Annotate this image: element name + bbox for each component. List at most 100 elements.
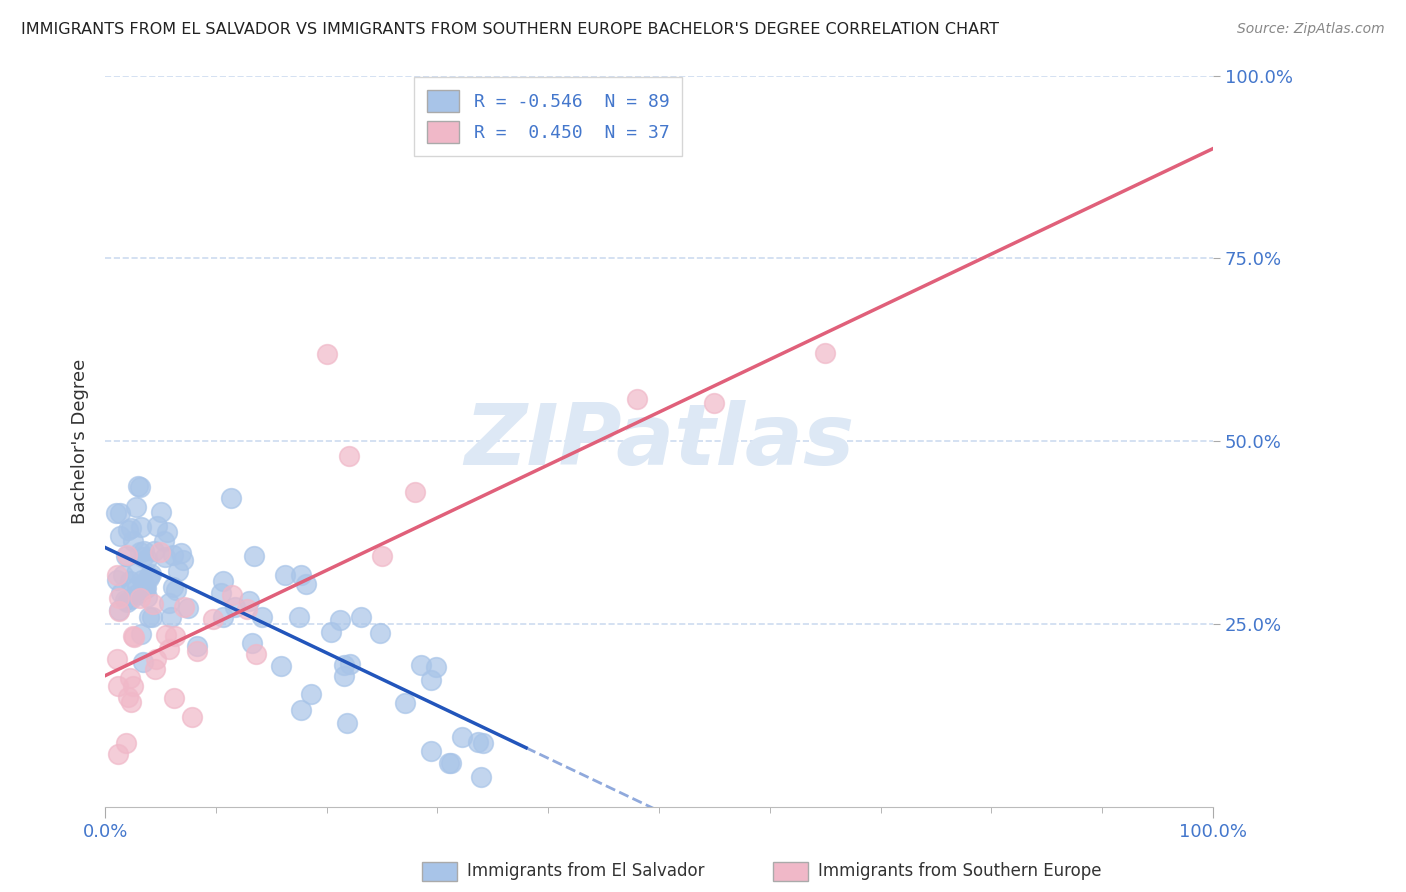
Point — [211, 610, 233, 624]
Point — [152, 533, 174, 548]
Point — [134, 581, 156, 595]
Point — [145, 652, 167, 666]
Point — [274, 568, 297, 582]
Point — [139, 566, 162, 581]
Point — [136, 590, 159, 604]
Point — [111, 567, 134, 582]
Point — [703, 396, 725, 410]
Point — [221, 588, 243, 602]
Point — [172, 553, 194, 567]
Point — [121, 679, 143, 693]
Legend: R = -0.546  N = 89, R =  0.450  N = 37: R = -0.546 N = 89, R = 0.450 N = 37 — [415, 78, 682, 155]
Point — [236, 602, 259, 616]
Point — [290, 568, 312, 582]
Point — [107, 747, 129, 761]
Point — [125, 587, 148, 601]
Point — [419, 744, 441, 758]
Point — [186, 639, 208, 653]
Point — [124, 500, 146, 515]
Point — [132, 549, 155, 564]
Point — [138, 569, 160, 583]
Y-axis label: Bachelor's Degree: Bachelor's Degree — [72, 359, 89, 524]
Point — [404, 484, 426, 499]
Point — [270, 659, 292, 673]
Point — [136, 552, 159, 566]
Point — [157, 596, 180, 610]
Point — [120, 695, 142, 709]
Text: ZIPatlas: ZIPatlas — [464, 400, 853, 483]
Point — [105, 506, 128, 520]
Point — [141, 610, 163, 624]
Point — [114, 592, 136, 607]
Point — [114, 736, 136, 750]
Point — [142, 597, 165, 611]
Point — [349, 610, 371, 624]
Point — [371, 549, 394, 563]
Text: Immigrants from El Salvador: Immigrants from El Salvador — [467, 863, 704, 880]
Point — [146, 518, 169, 533]
Point — [450, 730, 472, 744]
Text: IMMIGRANTS FROM EL SALVADOR VS IMMIGRANTS FROM SOUTHERN EUROPE BACHELOR'S DEGREE: IMMIGRANTS FROM EL SALVADOR VS IMMIGRANT… — [21, 22, 1000, 37]
Point — [411, 657, 433, 672]
Point — [129, 627, 152, 641]
Point — [125, 566, 148, 580]
Point — [166, 564, 188, 578]
Point — [108, 603, 131, 617]
Point — [122, 629, 145, 643]
Point — [129, 520, 152, 534]
Point — [128, 480, 150, 494]
Point — [209, 586, 232, 600]
Point — [315, 346, 337, 360]
Point — [107, 574, 129, 588]
Point — [299, 687, 322, 701]
Point — [138, 571, 160, 585]
Point — [120, 574, 142, 589]
Point — [118, 671, 141, 685]
Point — [163, 691, 186, 706]
Point — [440, 756, 463, 770]
Point — [333, 669, 356, 683]
Point — [472, 736, 495, 750]
Point — [219, 491, 242, 505]
Point — [319, 624, 342, 639]
Text: Source: ZipAtlas.com: Source: ZipAtlas.com — [1237, 22, 1385, 37]
Point — [243, 549, 266, 563]
Point — [143, 661, 166, 675]
Point — [186, 644, 208, 658]
Point — [163, 629, 186, 643]
Point — [165, 582, 187, 597]
Point — [425, 660, 447, 674]
Point — [108, 506, 131, 520]
Point — [159, 642, 181, 657]
Point — [245, 648, 267, 662]
Point — [149, 545, 172, 559]
Point — [368, 625, 391, 640]
Point — [437, 756, 460, 771]
Point — [115, 595, 138, 609]
Point — [336, 716, 359, 731]
Point — [294, 576, 316, 591]
Point — [626, 392, 648, 407]
Point — [124, 630, 146, 644]
Point — [814, 346, 837, 360]
Point — [162, 548, 184, 562]
Point — [470, 770, 492, 784]
Point — [108, 604, 131, 618]
Point — [149, 505, 172, 519]
Point — [155, 549, 177, 564]
Point — [110, 585, 132, 599]
Point — [180, 710, 202, 724]
Point — [105, 652, 128, 666]
Point — [155, 627, 177, 641]
Point — [170, 546, 193, 560]
Point — [394, 696, 416, 710]
Point — [134, 543, 156, 558]
Point — [173, 600, 195, 615]
Point — [122, 534, 145, 549]
Point — [108, 529, 131, 543]
Point — [138, 610, 160, 624]
Point — [115, 549, 138, 564]
Point — [329, 613, 352, 627]
Point — [129, 545, 152, 559]
Point — [156, 524, 179, 539]
